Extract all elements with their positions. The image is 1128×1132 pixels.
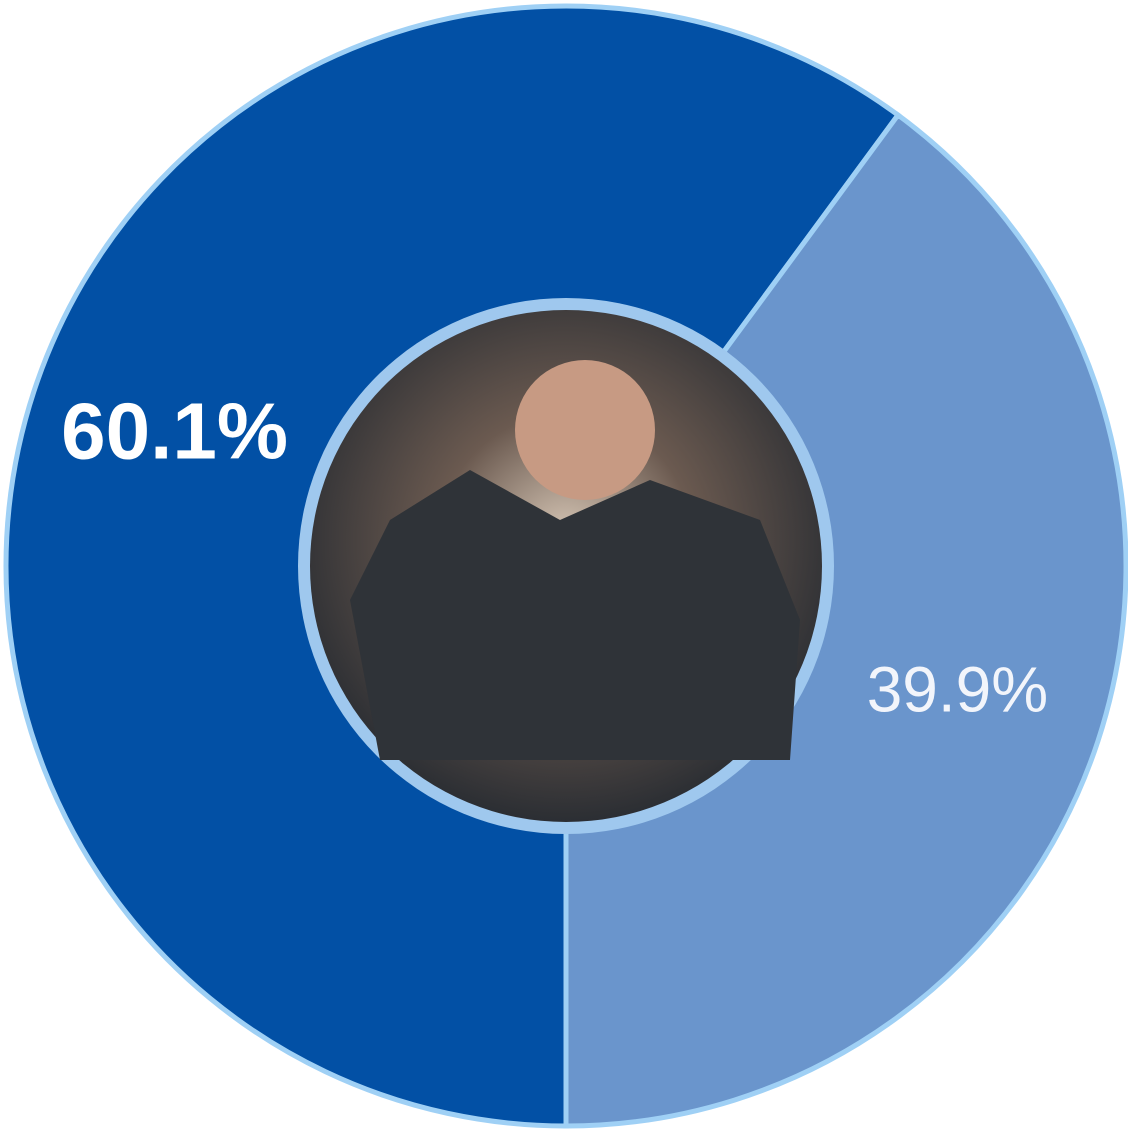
data-label: 60.1% (61, 387, 288, 476)
photo-figure (350, 470, 800, 760)
photo-face (515, 360, 655, 500)
data-label: 39.9% (867, 653, 1048, 725)
